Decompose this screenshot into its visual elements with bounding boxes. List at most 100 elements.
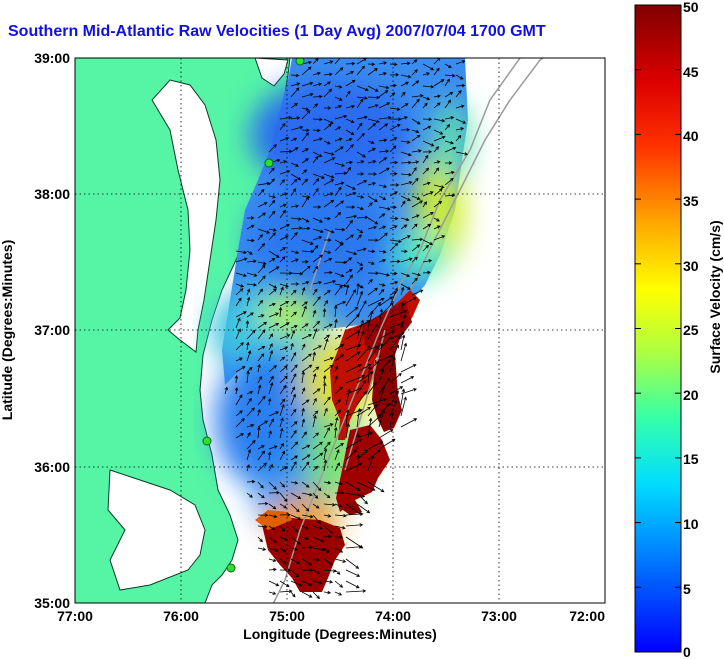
velocity-arrow (367, 62, 376, 66)
velocity-arrow (268, 322, 280, 329)
velocity-arrow (268, 144, 277, 153)
velocity-arrow (433, 135, 446, 142)
velocity-arrow (323, 514, 332, 518)
velocity-arrow (246, 238, 255, 243)
velocity-arrow (345, 589, 367, 593)
velocity-arrow (345, 374, 366, 384)
velocity-arrow (290, 429, 297, 439)
velocity-arrow (378, 250, 387, 254)
velocity-arrow (290, 282, 300, 286)
radar-sites (202, 57, 305, 573)
velocity-arrow (290, 591, 296, 598)
velocity-arrow (268, 288, 277, 296)
velocity-arrow (400, 283, 411, 290)
velocity-arrow (433, 118, 446, 123)
velocity-arrow (323, 72, 333, 77)
velocity-arrow (334, 318, 338, 329)
velocity-arrow (345, 438, 363, 450)
velocity-arrow (279, 547, 287, 553)
velocity-arrow (279, 580, 290, 588)
velocity-arrow (301, 81, 314, 87)
velocity-arrow (268, 591, 277, 595)
velocity-arrow (400, 364, 417, 373)
velocity-arrow (235, 297, 242, 307)
velocity-arrow (411, 80, 420, 87)
velocity-arrow (433, 235, 446, 241)
velocity-arrow (323, 81, 331, 87)
velocity-arrow (290, 514, 302, 520)
velocity-arrow (334, 126, 342, 131)
velocity-arrow (345, 306, 359, 318)
velocity-arrow (279, 503, 288, 509)
radar-site-marker[interactable] (295, 57, 305, 66)
velocity-arrow (356, 345, 371, 362)
velocity-arrow (323, 459, 328, 472)
velocity-arrow (257, 450, 265, 461)
velocity-arrow (301, 431, 307, 439)
velocity-arrow (411, 272, 421, 277)
velocity-arrow (455, 127, 465, 131)
velocity-arrow (279, 403, 285, 417)
velocity-arrow (301, 444, 311, 450)
velocity-arrow (301, 323, 309, 329)
velocity-arrow (334, 137, 343, 142)
velocity-arrow (312, 155, 319, 164)
velocity-arrow (235, 317, 241, 329)
velocity-arrow (367, 195, 378, 203)
velocity-arrow (334, 186, 342, 197)
velocity-arrow (246, 407, 255, 417)
velocity-arrow (444, 140, 454, 145)
velocity-arrow (345, 184, 356, 190)
velocity-arrow (378, 283, 386, 287)
velocity-arrow (411, 237, 424, 242)
velocity-arrow (411, 69, 418, 76)
velocity-arrow (455, 104, 465, 109)
velocity-arrow (246, 423, 255, 428)
radar-site-marker[interactable] (264, 158, 274, 168)
radar-site-marker[interactable] (226, 563, 236, 573)
velocity-arrow (290, 162, 300, 167)
velocity-arrow (279, 365, 288, 373)
velocity-arrow (290, 547, 298, 551)
y-tick-label: 39:00 (34, 50, 70, 66)
velocity-arrow (279, 169, 291, 175)
velocity-arrow (378, 157, 388, 164)
velocity-arrow (268, 365, 277, 373)
velocity-arrow (455, 134, 462, 142)
velocity-arrow (312, 388, 321, 395)
velocity-arrow (345, 137, 353, 142)
velocity-arrow (301, 492, 313, 497)
velocity-arrow (257, 321, 268, 329)
radar-site-marker[interactable] (202, 436, 212, 446)
velocity-arrow (257, 395, 266, 406)
velocity-arrow (367, 381, 377, 395)
velocity-arrow (290, 231, 298, 241)
velocity-arrow (411, 277, 418, 285)
velocity-arrow (323, 257, 333, 263)
velocity-arrow (257, 345, 266, 351)
velocity-arrow (257, 264, 266, 274)
x-tick-label: 74:00 (375, 608, 411, 624)
velocity-arrow (290, 386, 296, 395)
velocity-arrow (257, 536, 263, 543)
velocity-arrow (246, 250, 253, 255)
velocity-arrow (444, 146, 457, 153)
velocity-arrow (290, 87, 300, 98)
velocity-arrow (301, 249, 315, 254)
velocity-arrow (279, 356, 286, 362)
velocity-arrow (279, 589, 293, 594)
velocity-arrow (290, 536, 301, 545)
velocity-arrow (334, 181, 345, 186)
velocity-arrow (411, 134, 421, 142)
velocity-arrow (235, 272, 247, 277)
velocity-arrow (312, 441, 323, 450)
velocity-arrow (323, 480, 332, 485)
velocity-arrow (356, 449, 368, 461)
velocity-arrow (279, 116, 293, 120)
velocity-arrow (268, 418, 275, 428)
velocity-arrow (422, 191, 434, 197)
velocity-arrow (290, 569, 300, 578)
velocity-arrow (334, 375, 339, 384)
x-tick-label: 75:00 (269, 608, 305, 624)
velocity-arrow (257, 501, 269, 506)
